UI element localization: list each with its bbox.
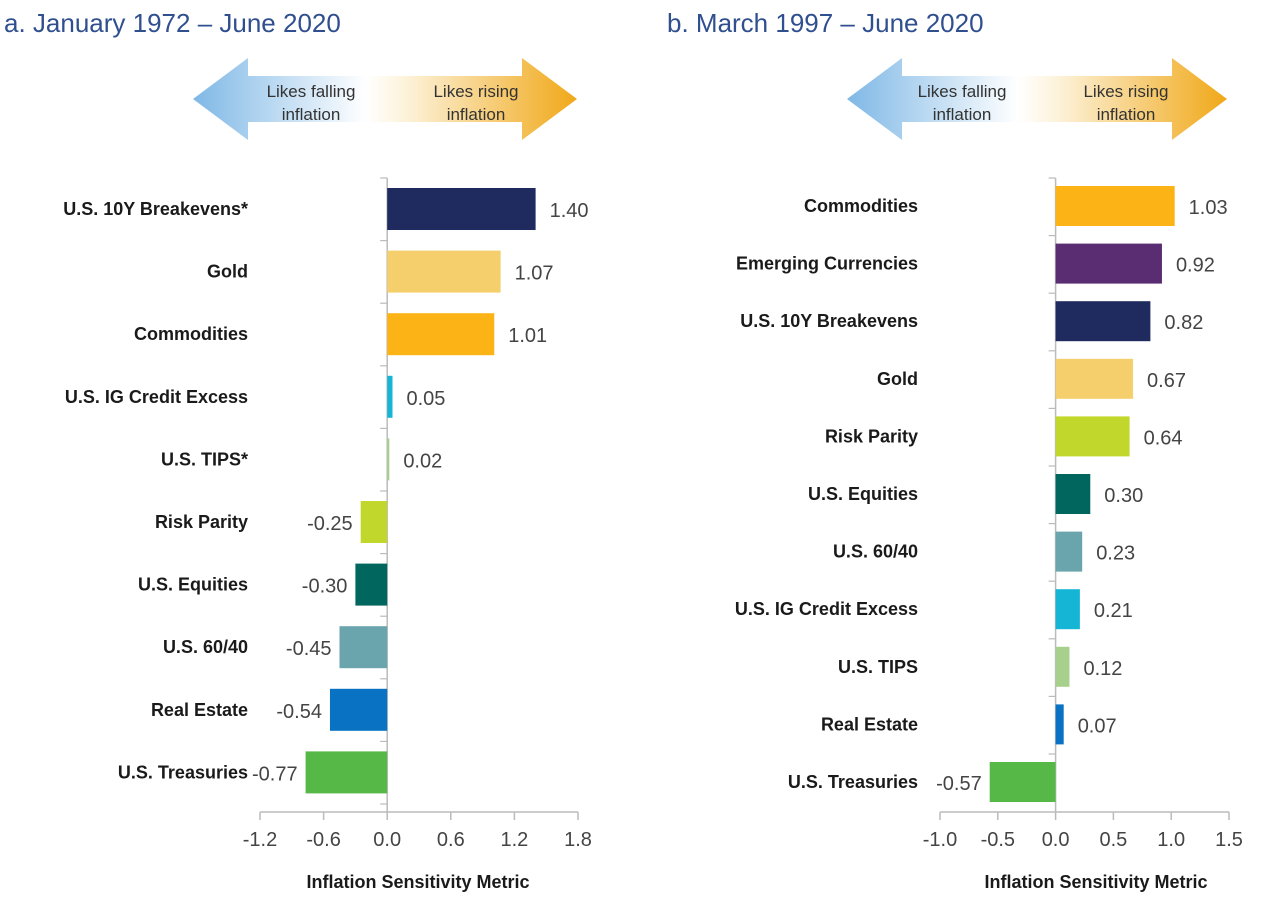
value-label: 1.03 bbox=[1189, 197, 1228, 219]
category-label: Commodities bbox=[134, 324, 248, 344]
x-tick-label: -0.6 bbox=[306, 829, 340, 851]
x-tick-label: 1.5 bbox=[1215, 829, 1243, 851]
x-tick-label: 0.0 bbox=[1042, 829, 1070, 851]
value-label: 0.92 bbox=[1176, 255, 1215, 277]
category-label: U.S. Equities bbox=[138, 575, 248, 595]
value-label: -0.57 bbox=[936, 773, 982, 795]
value-label: 0.05 bbox=[407, 388, 446, 410]
bar bbox=[339, 626, 388, 669]
category-label: Real Estate bbox=[821, 714, 918, 734]
category-label: U.S. Equities bbox=[808, 484, 918, 504]
bar bbox=[1055, 531, 1083, 572]
value-label: -0.54 bbox=[276, 701, 322, 723]
value-label: 0.67 bbox=[1147, 370, 1186, 392]
value-label: 1.07 bbox=[515, 263, 554, 285]
category-label: Emerging Currencies bbox=[736, 254, 918, 274]
category-label: U.S. TIPS* bbox=[161, 449, 248, 469]
category-label: Commodities bbox=[804, 196, 918, 216]
bar bbox=[1055, 589, 1080, 630]
value-label: 0.23 bbox=[1096, 543, 1135, 565]
category-label: Gold bbox=[207, 262, 248, 282]
value-label: 0.02 bbox=[403, 450, 442, 472]
bar bbox=[1055, 646, 1070, 687]
bar bbox=[1055, 358, 1134, 399]
category-label: U.S. IG Credit Excess bbox=[735, 599, 918, 619]
value-label: 1.40 bbox=[550, 200, 589, 222]
value-label: 0.07 bbox=[1078, 715, 1117, 737]
bar bbox=[387, 438, 390, 481]
value-label: 0.30 bbox=[1104, 485, 1143, 507]
bar bbox=[387, 313, 495, 356]
value-label: -0.45 bbox=[286, 638, 332, 660]
x-tick-label: 0.5 bbox=[1099, 829, 1127, 851]
value-label: -0.30 bbox=[302, 576, 348, 598]
double-arrow-icon bbox=[193, 58, 577, 140]
bar bbox=[989, 762, 1056, 802]
chart-panel-b: Likes falling inflation Likes rising inflat… bbox=[735, 58, 1243, 892]
x-axis-title: Inflation Sensitivity Metric bbox=[984, 872, 1207, 892]
value-label: 0.12 bbox=[1083, 658, 1122, 680]
bar bbox=[387, 188, 536, 230]
value-label: 1.01 bbox=[508, 325, 547, 347]
category-label: U.S. Treasuries bbox=[118, 762, 248, 782]
arrow-right-label: Likes rising bbox=[433, 82, 518, 101]
bar bbox=[329, 688, 388, 731]
bar bbox=[387, 375, 393, 418]
arrow-left-label: Likes falling bbox=[918, 82, 1007, 101]
bar bbox=[387, 250, 501, 293]
double-arrow-icon bbox=[847, 58, 1227, 140]
value-label: 0.64 bbox=[1144, 427, 1183, 449]
value-label: -0.25 bbox=[307, 513, 353, 535]
panel-a-title: a. January 1972 – June 2020 bbox=[4, 8, 341, 38]
value-label: -0.77 bbox=[252, 763, 298, 785]
chart-panel-a: Likes falling inflation Likes rising inflat… bbox=[63, 58, 592, 892]
category-label: Gold bbox=[877, 369, 918, 389]
category-label: U.S. 60/40 bbox=[833, 542, 918, 562]
bar bbox=[355, 563, 388, 606]
x-tick-label: 0.0 bbox=[373, 829, 401, 851]
x-tick-label: 1.2 bbox=[500, 829, 528, 851]
value-label: 0.21 bbox=[1094, 600, 1133, 622]
arrow-right-label: inflation bbox=[1097, 105, 1156, 124]
category-label: U.S. 60/40 bbox=[163, 637, 248, 657]
arrow-left-label: Likes falling bbox=[267, 82, 356, 101]
bar bbox=[1055, 186, 1175, 226]
category-label: U.S. TIPS bbox=[838, 657, 918, 677]
category-label: Real Estate bbox=[151, 700, 248, 720]
arrow-left-label: inflation bbox=[282, 105, 341, 124]
category-label: U.S. Treasuries bbox=[788, 772, 918, 792]
arrow-right-label: inflation bbox=[447, 105, 506, 124]
x-axis-title: Inflation Sensitivity Metric bbox=[306, 872, 529, 892]
x-tick-label: -0.5 bbox=[981, 829, 1015, 851]
category-label: U.S. 10Y Breakevens* bbox=[63, 199, 248, 219]
bar bbox=[1055, 416, 1130, 457]
bar bbox=[1055, 301, 1151, 342]
x-tick-label: -1.0 bbox=[923, 829, 957, 851]
category-label: U.S. 10Y Breakevens bbox=[740, 311, 918, 331]
arrow-right-label: Likes rising bbox=[1083, 82, 1168, 101]
x-tick-label: -1.2 bbox=[243, 829, 277, 851]
bar bbox=[305, 751, 388, 794]
category-label: U.S. IG Credit Excess bbox=[65, 387, 248, 407]
value-label: 0.82 bbox=[1164, 312, 1203, 334]
x-tick-label: 1.8 bbox=[564, 829, 592, 851]
category-label: Risk Parity bbox=[825, 426, 918, 446]
x-tick-label: 0.6 bbox=[437, 829, 465, 851]
bar bbox=[1055, 704, 1064, 745]
x-tick-label: 1.0 bbox=[1157, 829, 1185, 851]
category-label: Risk Parity bbox=[155, 512, 248, 532]
bar bbox=[1055, 474, 1091, 514]
bar bbox=[1055, 243, 1162, 284]
panel-b-title: b. March 1997 – June 2020 bbox=[667, 8, 984, 38]
arrow-left-label: inflation bbox=[933, 105, 992, 124]
bar bbox=[360, 501, 388, 543]
